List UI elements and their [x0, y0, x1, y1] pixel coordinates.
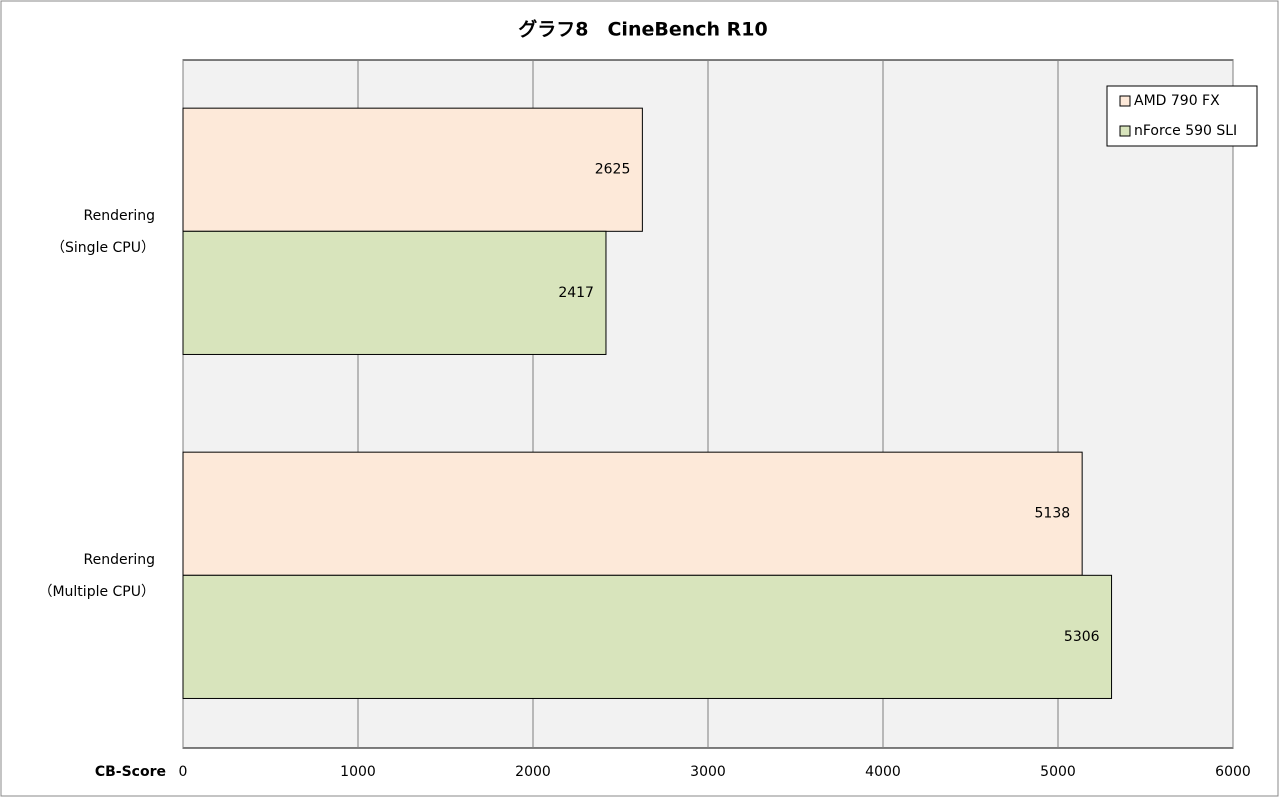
y-tick-label: （Single CPU） — [51, 240, 155, 256]
value-label: 5138 — [1035, 506, 1071, 522]
bar — [182, 451, 1083, 576]
x-axis-title: CB-Score — [95, 764, 166, 780]
value-label: 2417 — [558, 285, 594, 301]
x-tick-label: 6000 — [1215, 764, 1251, 780]
x-tick-label: 4000 — [865, 764, 901, 780]
value-label: 5306 — [1064, 629, 1100, 645]
x-tick-label: 3000 — [690, 764, 726, 780]
bar — [182, 107, 643, 232]
value-label: 2625 — [595, 162, 631, 178]
y-tick-label: （Multiple CPU） — [38, 584, 155, 600]
bar — [182, 574, 1113, 699]
legend: AMD 790 FX nForce 590 SLI — [1106, 85, 1258, 147]
chart-title: グラフ8 CineBench R10 — [518, 18, 767, 41]
x-tick-label: 5000 — [1040, 764, 1076, 780]
legend-label: AMD 790 FX — [1134, 93, 1220, 109]
x-tick-label: 0 — [179, 764, 188, 780]
bar — [182, 230, 607, 355]
legend-box — [1106, 85, 1258, 147]
x-tick-label: 1000 — [340, 764, 376, 780]
y-tick-label: Rendering — [84, 552, 156, 568]
bars: Rendering （Single CPU） 2625 2417 Rendering （M… — [38, 107, 1113, 699]
legend-swatch — [1119, 125, 1131, 137]
y-tick-label: Rendering — [84, 208, 156, 224]
legend-label: nForce 590 SLI — [1134, 123, 1237, 139]
legend-swatch — [1119, 95, 1131, 107]
x-tick-label: 2000 — [515, 764, 551, 780]
